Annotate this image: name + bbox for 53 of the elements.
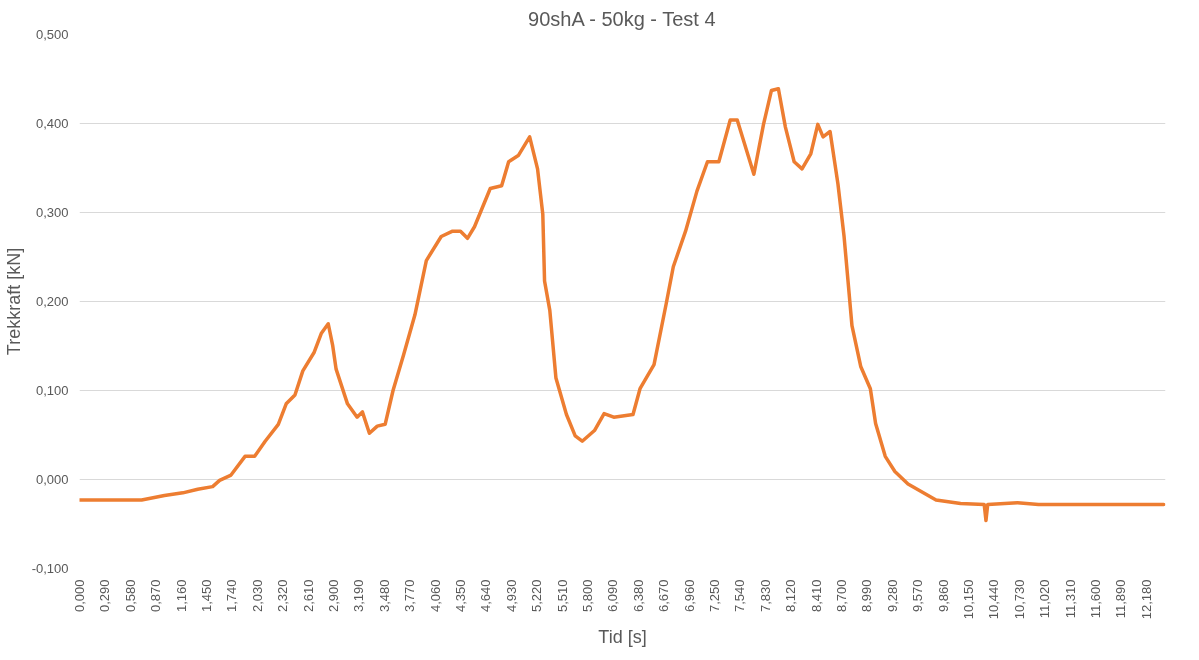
y-tick-label: -0,100 [31,561,69,576]
x-tick-label: 6,090 [605,579,621,613]
x-tick-label: 6,380 [630,579,646,613]
x-tick-label: 0,290 [97,579,113,613]
x-tick-label: 2,900 [325,579,341,613]
x-tick-label: 12,180 [1138,579,1154,620]
x-tick-label: 7,540 [732,579,748,613]
x-tick-label: 11,310 [1062,579,1078,619]
chart-title: 90shA - 50kg - Test 4 [528,7,716,30]
x-tick-label: 2,320 [275,579,291,613]
x-tick-label: 10,150 [960,579,976,620]
x-tick-label: 5,800 [579,579,595,613]
x-tick-label: 6,960 [681,579,697,613]
x-tick-label: 10,440 [986,579,1002,620]
x-tick-label: 7,250 [706,579,722,613]
x-tick-label: 9,280 [884,579,900,613]
x-tick-label: 8,410 [808,579,824,613]
y-tick-label: 0,200 [35,294,69,309]
x-tick-label: 11,890 [1113,579,1129,619]
x-tick-label: 6,670 [656,579,672,613]
x-tick-label: 3,770 [402,579,418,613]
y-tick-label: 0,300 [35,205,69,220]
x-tick-label: 11,600 [1087,579,1103,619]
x-tick-label: 4,060 [427,579,443,613]
x-tick-label: 8,700 [833,579,849,613]
x-tick-label: 5,510 [554,579,570,613]
x-tick-label: 9,570 [910,579,926,613]
x-tick-label: 3,190 [351,579,367,613]
line-series [79,87,1166,523]
x-tick-label: 10,730 [1011,579,1027,620]
x-tick-label: 4,640 [478,579,494,613]
x-axis-title: Tid [s] [598,627,647,648]
x-tick-label: 2,610 [300,579,316,613]
x-tick-label: 11,020 [1037,579,1053,619]
y-tick-label: 0,400 [35,116,69,131]
x-tick-label: 8,990 [859,579,875,613]
x-tick-label: 7,830 [757,579,773,613]
x-tick-label: 1,450 [198,579,214,613]
x-tick-label: 1,160 [173,579,189,613]
x-tick-label: 0,870 [148,579,164,613]
x-tick-label: 4,930 [503,579,519,613]
x-tick-label: 4,350 [452,579,468,613]
y-tick-label: 0,000 [35,472,69,487]
y-tick-label: 0,500 [35,27,69,42]
y-tick-label: 0,100 [35,383,69,398]
x-tick-label: 2,030 [249,579,265,613]
x-tick-label: 3,480 [376,579,392,613]
x-tick-label: 9,860 [935,579,951,613]
x-tick-label: 5,220 [529,579,545,613]
x-tick-label: 8,120 [783,579,799,613]
y-axis-title: Trekkraft [kN] [3,247,24,356]
x-tick-label: 1,740 [224,579,240,613]
x-tick-label: 0,580 [122,579,138,613]
